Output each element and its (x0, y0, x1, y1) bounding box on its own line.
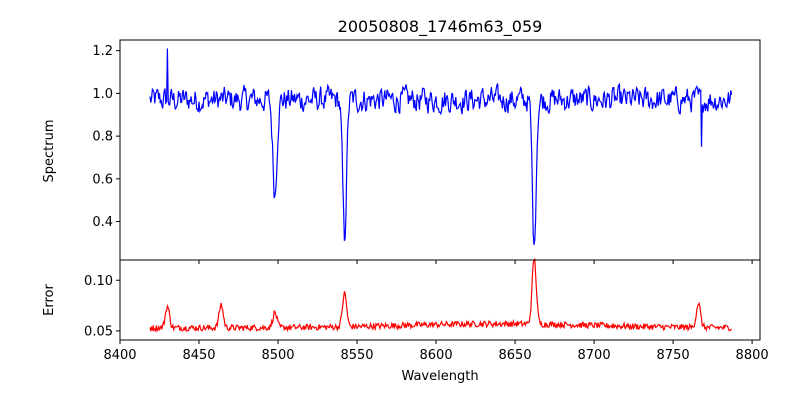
error-x-tick-label: 8550 (340, 348, 373, 363)
error-axes-frame (119, 259, 761, 341)
error-y-tick-label: 0.10 (84, 274, 113, 289)
chart-title: 20050808_1746m63_059 (338, 17, 543, 37)
error-x-tick-label: 8700 (578, 348, 611, 363)
x-axis-label: Wavelength (401, 369, 478, 384)
error-x-tick-label: 8400 (103, 348, 136, 363)
spectrum-y-axis-label: Spectrum (42, 120, 57, 183)
error-line-layer (149, 258, 732, 333)
error-y-ticks: 0.05 0.10 (84, 274, 120, 339)
error-x-tick-label: 8450 (182, 348, 215, 363)
error-x-tick-label: 8600 (420, 348, 453, 363)
spectrum-y-tick-label: 1.2 (92, 44, 113, 59)
spectrum-y-tick-label: 1.0 (92, 87, 113, 102)
error-x-ticks: 8400 8450 8500 8550 8600 8650 8700 8750 8800 (103, 340, 769, 363)
spectrum-y-tick-label: 0.4 (92, 215, 113, 230)
error-y-axis-label: Error (42, 284, 57, 316)
spectrum-series-line (149, 48, 733, 246)
spectrum-line-layer (149, 48, 733, 246)
error-x-tick-label: 8750 (657, 348, 690, 363)
error-series-line (149, 258, 732, 333)
error-x-tick-label: 8650 (499, 348, 532, 363)
spectrum-x-ticks (119, 260, 753, 264)
spectrum-y-tick-label: 0.8 (92, 130, 113, 145)
spectrum-y-ticks: 0.4 0.6 0.8 1.0 1.2 (92, 44, 120, 230)
spectrum-y-tick-label: 0.6 (92, 172, 113, 187)
error-x-tick-label: 8500 (261, 348, 294, 363)
error-panel: 0.05 0.10 8400 8450 8500 8550 8600 8650 8700 875… (42, 258, 769, 384)
error-y-tick-label: 0.05 (84, 324, 113, 339)
error-x-tick-label: 8800 (736, 348, 769, 363)
